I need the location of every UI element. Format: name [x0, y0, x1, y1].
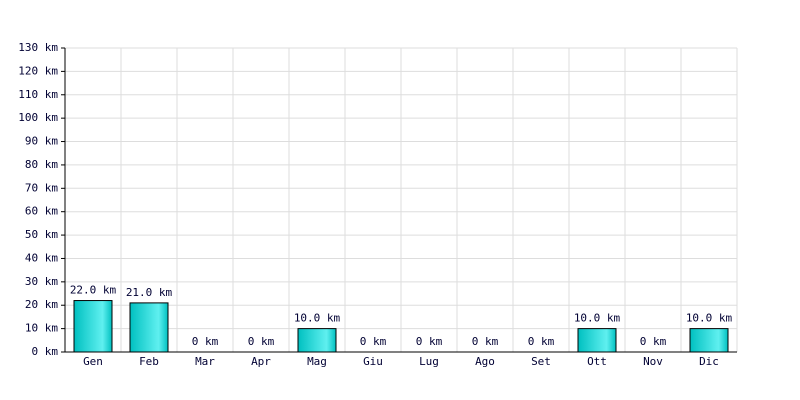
y-tick-label: 30 km [25, 275, 58, 288]
y-tick-label: 40 km [25, 251, 58, 264]
data-label: 0 km [472, 335, 499, 348]
data-label: 22.0 km [70, 284, 117, 297]
bar [689, 328, 729, 353]
x-tick-label: Feb [139, 355, 159, 368]
bar [73, 300, 113, 353]
x-tick-label: Mar [195, 355, 215, 368]
x-tick-label: Set [531, 355, 551, 368]
y-tick-label: 80 km [25, 158, 58, 171]
x-tick-label: Nov [643, 355, 663, 368]
data-label: 10.0 km [686, 312, 733, 325]
x-tick-label: Dic [699, 355, 719, 368]
y-tick-label: 110 km [18, 88, 58, 101]
y-tick-label: 120 km [18, 64, 58, 77]
bar [577, 328, 617, 353]
x-tick-label: Lug [419, 355, 439, 368]
y-tick-label: 60 km [25, 205, 58, 218]
y-tick-label: 50 km [25, 228, 58, 241]
x-tick-label: Giu [363, 355, 383, 368]
x-tick-label: Mag [307, 355, 327, 368]
x-tick-label: Ago [475, 355, 495, 368]
data-label: 0 km [528, 335, 555, 348]
x-tick-label: Apr [251, 355, 271, 368]
bar [129, 302, 169, 353]
x-tick-label: Gen [83, 355, 103, 368]
y-tick-label: 10 km [25, 322, 58, 335]
data-label: 0 km [192, 335, 219, 348]
bar [297, 328, 337, 353]
data-label: 0 km [248, 335, 275, 348]
data-label: 0 km [360, 335, 387, 348]
data-label: 21.0 km [126, 286, 173, 299]
y-tick-label: 70 km [25, 181, 58, 194]
data-label: 0 km [640, 335, 667, 348]
data-label: 0 km [416, 335, 443, 348]
y-tick-label: 0 km [32, 345, 59, 358]
y-tick-label: 100 km [18, 111, 58, 124]
y-tick-label: 90 km [25, 135, 58, 148]
y-tick-label: 20 km [25, 298, 58, 311]
data-label: 10.0 km [294, 312, 341, 325]
y-tick-label: 130 km [18, 41, 58, 54]
data-label: 10.0 km [574, 312, 621, 325]
x-tick-label: Ott [587, 355, 607, 368]
